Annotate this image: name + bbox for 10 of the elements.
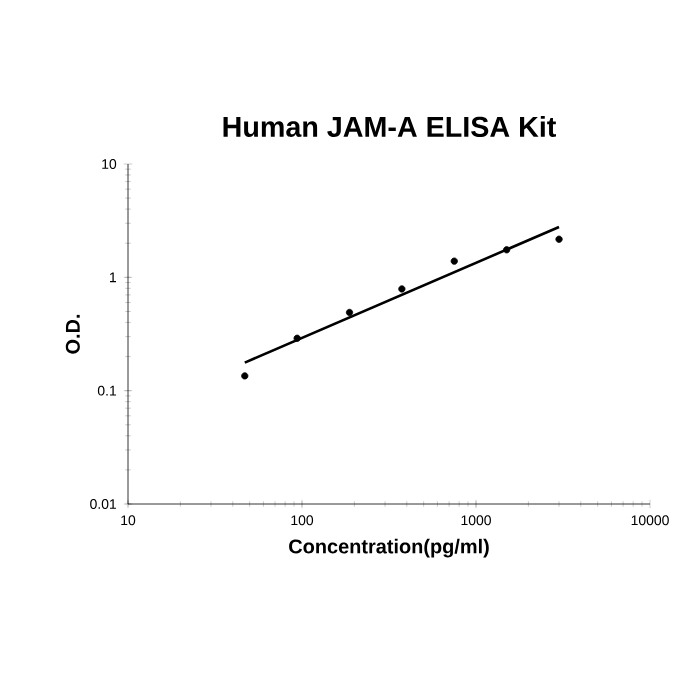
point — [241, 372, 249, 380]
x-axis-title: Concentration(pg/ml) — [289, 538, 489, 558]
point — [293, 334, 301, 342]
point — [555, 235, 563, 243]
point — [450, 257, 458, 265]
chart-title: Human JAM-A ELISA Kit — [223, 115, 556, 138]
point — [345, 308, 354, 317]
point — [398, 285, 406, 293]
point — [503, 246, 511, 254]
y-axis-title: O.D. — [65, 314, 80, 354]
